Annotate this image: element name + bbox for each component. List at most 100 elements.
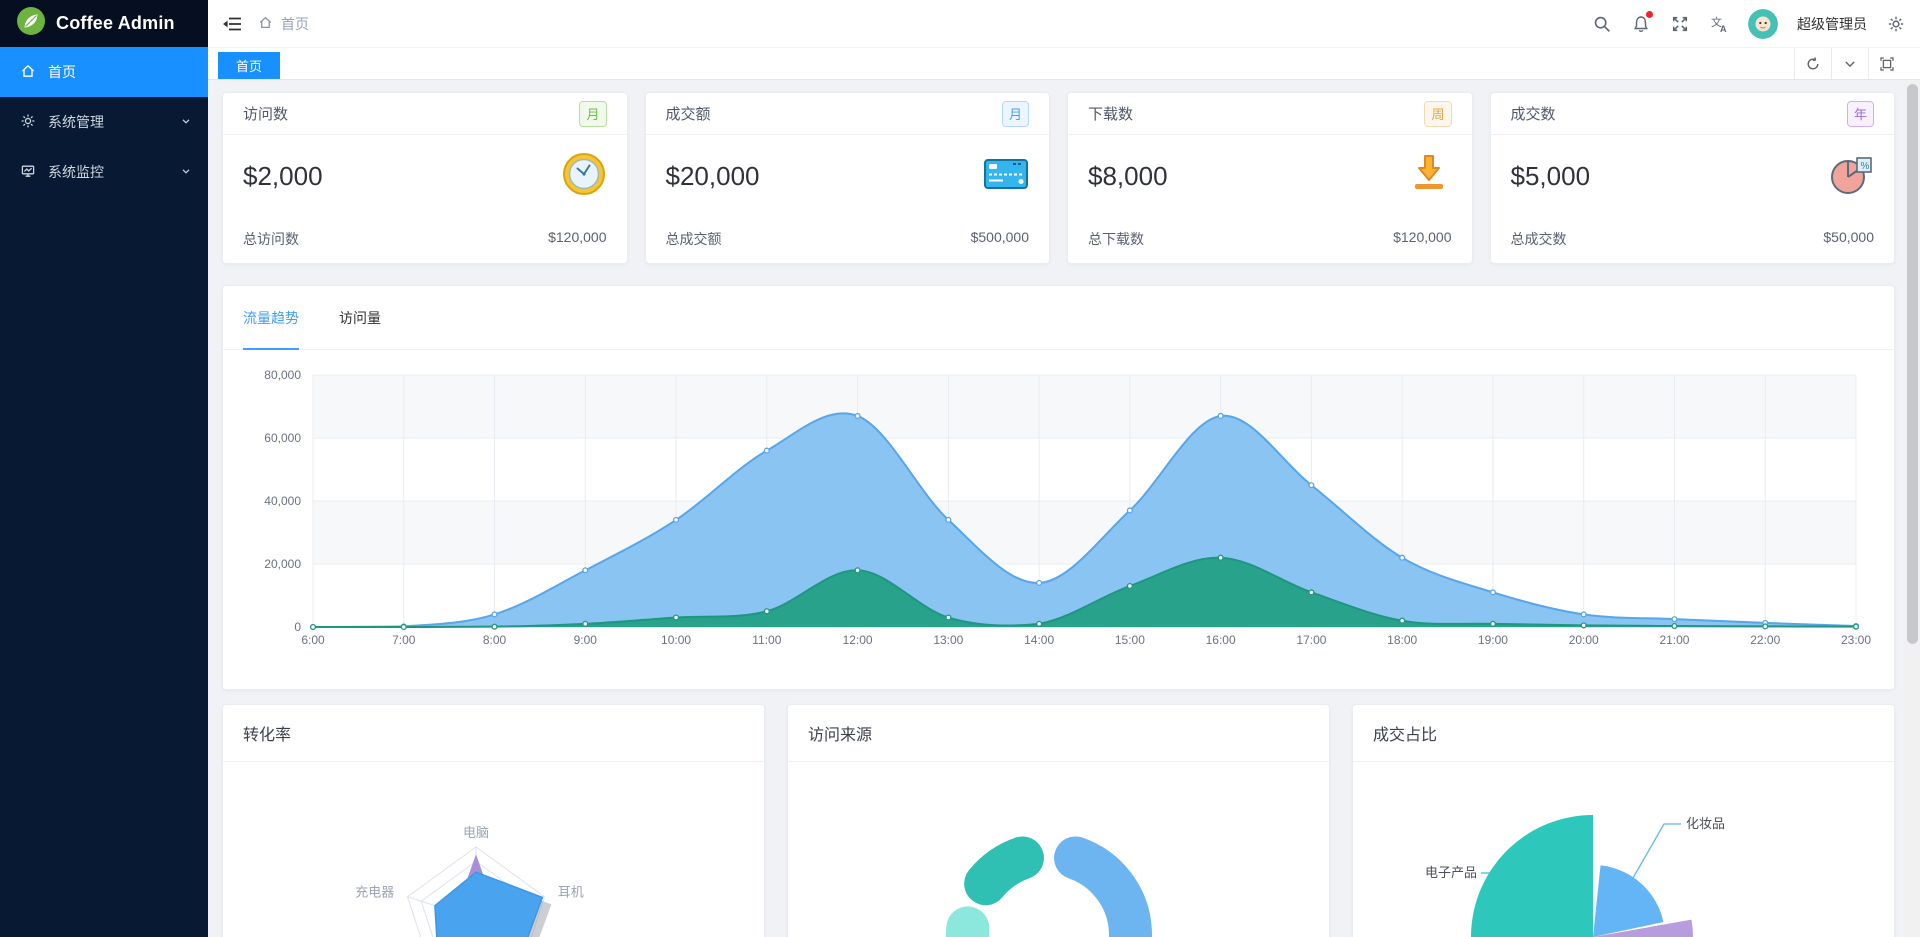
- app-title: Coffee Admin: [56, 13, 175, 33]
- period-badge[interactable]: 周: [1424, 100, 1452, 127]
- svg-text:23:00: 23:00: [1841, 633, 1871, 647]
- svg-text:电子产品: 电子产品: [1425, 865, 1477, 880]
- stat-value: $8,000: [1088, 161, 1168, 191]
- maximize-icon[interactable]: [1868, 48, 1905, 79]
- breadcrumb[interactable]: 首页: [258, 14, 309, 34]
- svg-text:11:00: 11:00: [752, 633, 781, 647]
- traffic-trend-card: 流量趋势 访问量 6:00 7:00 8:00 9:00 10:00 11:00 12:00…: [222, 285, 1895, 690]
- card-title: 访问来源: [788, 705, 1329, 762]
- bank-card-icon: [983, 151, 1029, 202]
- svg-text:16:00: 16:00: [1206, 633, 1236, 647]
- translate-icon[interactable]: 文 A: [1709, 14, 1729, 34]
- refresh-icon[interactable]: [1794, 48, 1831, 79]
- conversion-rate-card: 转化率 电脑 耳机 充电器: [222, 704, 765, 937]
- breadcrumb-label: 首页: [281, 15, 309, 32]
- svg-text:A: A: [1720, 24, 1727, 34]
- home-icon: [258, 15, 273, 33]
- home-icon: [20, 63, 36, 82]
- collapse-sidebar-icon[interactable]: [222, 14, 242, 34]
- stat-card-turnover: 成交额 月 $20,000: [644, 92, 1050, 264]
- vertical-scrollbar[interactable]: [1905, 80, 1920, 937]
- svg-text:17:00: 17:00: [1296, 633, 1326, 647]
- leaf-logo-icon: [16, 6, 46, 41]
- scrollbar-thumb[interactable]: [1907, 84, 1918, 644]
- svg-text:21:00: 21:00: [1659, 633, 1689, 647]
- svg-text:14:00: 14:00: [1024, 633, 1054, 647]
- stat-value: $5,000: [1510, 161, 1591, 191]
- sidebar-item-label: 系统管理: [48, 114, 104, 130]
- svg-text:80,000: 80,000: [264, 368, 301, 382]
- stat-footer-value: $120,000: [548, 229, 607, 245]
- svg-text:18:00: 18:00: [1387, 633, 1417, 647]
- chevron-down-icon: [180, 164, 192, 180]
- traffic-trend-chart: 6:00 7:00 8:00 9:00 10:00 11:00 12:00 13:00 14:0…: [264, 368, 1871, 647]
- sidebar-item-label: 首页: [48, 64, 76, 80]
- tab-label: 首页: [236, 59, 263, 74]
- stat-footer-label: 总成交数: [1510, 231, 1567, 247]
- visit-source-card: 访问来源: [787, 704, 1330, 937]
- app-logo[interactable]: Coffee Admin: [0, 0, 208, 47]
- chevron-down-icon[interactable]: [1831, 48, 1868, 79]
- deal-share-card: 成交占比 化妆品 电子产品: [1352, 704, 1895, 937]
- tab-bar: 首页: [208, 48, 1920, 80]
- period-badge[interactable]: 月: [1001, 100, 1029, 127]
- trend-tabs: 流量趋势 访问量: [223, 286, 1894, 350]
- svg-text:充电器: 充电器: [355, 884, 394, 899]
- tab-visits[interactable]: 访问量: [339, 309, 381, 326]
- gear-icon: [20, 113, 36, 132]
- sidebar: Coffee Admin 首页 系统管理: [0, 0, 208, 937]
- svg-text:22:00: 22:00: [1750, 633, 1780, 647]
- username[interactable]: 超级管理员: [1797, 15, 1867, 32]
- download-icon: [1406, 151, 1452, 202]
- stat-footer-label: 总访问数: [243, 231, 299, 247]
- stat-card-deals: 成交数 年 $5,000 % 总成交数: [1489, 92, 1895, 264]
- bell-icon[interactable]: [1631, 10, 1653, 34]
- svg-text:10:00: 10:00: [661, 633, 691, 647]
- gear-icon[interactable]: [1886, 14, 1906, 34]
- sidebar-item-system-monitor[interactable]: 系统监控: [0, 147, 208, 197]
- svg-text:19:00: 19:00: [1478, 633, 1508, 647]
- stat-title: 成交数: [1510, 106, 1556, 123]
- clock-icon: [561, 151, 607, 202]
- notification-dot: [1646, 10, 1653, 18]
- svg-text:13:00: 13:00: [933, 633, 963, 647]
- monitor-icon: [20, 163, 36, 182]
- chevron-down-icon: [180, 114, 192, 130]
- sidebar-menu: 首页 系统管理: [0, 47, 208, 197]
- bottom-cards-row: 转化率 电脑 耳机 充电器 访问来源 成交占比 化妆品 电子产品: [222, 704, 1895, 937]
- period-badge[interactable]: 月: [579, 100, 607, 127]
- tab-home[interactable]: 首页: [218, 52, 281, 79]
- fullscreen-icon[interactable]: [1670, 14, 1690, 34]
- stat-title: 访问数: [243, 106, 289, 123]
- card-title: 转化率: [223, 705, 764, 762]
- stat-footer-label: 总下载数: [1088, 231, 1144, 247]
- tab-traffic-trend[interactable]: 流量趋势: [243, 286, 299, 350]
- sidebar-item-home[interactable]: 首页: [0, 47, 208, 97]
- svg-text:7:00: 7:00: [392, 633, 416, 647]
- pie-chart-icon: %: [1828, 151, 1874, 202]
- sidebar-item-system-management[interactable]: 系统管理: [0, 97, 208, 147]
- stat-card-visits: 访问数 月 $2,000 总访问数: [222, 92, 628, 264]
- stat-cards-row: 访问数 月 $2,000 总访问数: [222, 92, 1895, 264]
- stat-title: 下载数: [1088, 106, 1134, 123]
- svg-text:8:00: 8:00: [483, 633, 507, 647]
- svg-text:60,000: 60,000: [264, 431, 301, 445]
- svg-text:40,000: 40,000: [264, 494, 301, 508]
- stat-footer-value: $50,000: [1823, 229, 1874, 245]
- stat-footer-label: 总成交额: [665, 231, 722, 247]
- period-badge[interactable]: 年: [1846, 100, 1874, 127]
- svg-text:20,000: 20,000: [264, 557, 301, 571]
- card-title: 成交占比: [1353, 705, 1894, 762]
- stat-card-downloads: 下载数 周 $8,000 总下载数 $120,000: [1067, 92, 1473, 264]
- svg-text:15:00: 15:00: [1115, 633, 1145, 647]
- avatar[interactable]: [1748, 8, 1778, 39]
- stat-footer-value: $500,000: [970, 229, 1029, 245]
- svg-text:0: 0: [294, 620, 301, 634]
- svg-text:12:00: 12:00: [843, 633, 873, 647]
- svg-text:9:00: 9:00: [574, 633, 598, 647]
- stat-value: $2,000: [243, 161, 323, 191]
- main-content: 访问数 月 $2,000 总访问数: [208, 80, 1920, 937]
- tab-actions: [1794, 48, 1905, 79]
- search-icon[interactable]: [1592, 14, 1612, 34]
